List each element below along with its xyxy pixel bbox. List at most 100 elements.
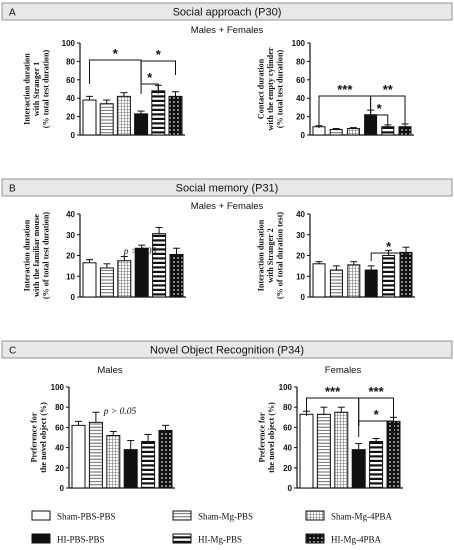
subtitle-a: Males + Females [191,25,264,36]
y-axis-label: the novel object (%) [39,402,48,473]
y-tick-label: 0 [301,131,306,140]
chart-social-memory-familiar: 0 10 20 30 40 Interaction duration with the fa… [23,210,186,302]
bar-sham-pbs-pbs [82,99,97,136]
section-title: Novel Object Recognition (P34) [150,345,304,357]
bar-hi-pbs-pbs [134,113,149,136]
legend-label: HI-Mg-PBS [198,535,242,545]
bar-sham-pbs-pbs [312,263,326,298]
bar-sham-pbs-pbs [82,262,97,298]
y-axis-label: with the empty cylinder [266,47,275,130]
y-tick-label: 20 [55,464,64,473]
y-axis-label: Interaction duration [257,219,266,291]
bar-hi-mg-4pba [399,251,413,298]
bar-hi-mg-4pba [158,429,173,489]
y-tick-label: 30 [66,231,75,240]
y-axis-label: (% total test duration) [276,50,285,129]
significance-bracket [370,114,389,125]
y-tick-label: 100 [51,383,65,392]
bar-hi-mg-pbs [382,255,396,298]
section-header-c: C Novel Object Recognition (P34) [1,340,453,359]
y-axis-label: the novel object (%) [267,402,276,473]
subtitle-c-females: Females [325,365,362,376]
bar-hi-pbs-pbs [364,269,378,298]
bar-hi-pbs-pbs [123,449,138,489]
y-tick-label: 0 [301,293,306,302]
y-tick-label: 20 [66,252,75,261]
section-letter: A [9,8,16,19]
significance-bracket [370,95,406,131]
p-value-annotation: p > 0.05 [123,247,157,257]
y-tick-label: 20 [66,113,75,122]
section-header-a: A Social approach (P30) [1,2,453,21]
y-tick-label: 0 [60,484,65,493]
y-tick-label: 60 [66,76,75,85]
y-tick-label: 60 [296,76,305,85]
y-tick-label: 20 [296,252,305,261]
y-tick-label: 100 [62,39,76,48]
significance-marker: * [386,239,392,254]
significance-marker: ** [383,82,394,97]
bar-sham-mg-4pba [116,95,131,136]
y-axis-label: with Stranger 2 [266,228,275,282]
significance-marker: * [156,47,162,62]
y-axis-label: with Stranger 1 [32,62,41,116]
significance-marker: *** [337,82,353,97]
legend-swatch [305,510,325,521]
y-tick-label: 80 [283,403,292,412]
legend-swatch [31,510,51,521]
significance-bracket [306,397,360,426]
section-header-b: B Social memory (P31) [1,178,453,197]
significance-marker: * [113,46,119,61]
significance-bracket [358,397,394,430]
chart-nor-females: 0 20 40 60 80 100 Preference for the novel obje… [257,383,403,493]
y-axis-label: Preference for [257,412,266,462]
y-tick-label: 0 [71,293,76,302]
section-letter: B [9,184,16,195]
legend-swatch [305,533,325,544]
y-tick-label: 40 [55,444,64,453]
significance-marker: * [374,407,380,422]
bar-sham-pbs-pbs [299,413,314,489]
y-axis-label: (% of total duration test) [276,212,285,300]
y-tick-label: 80 [55,403,64,412]
legend-swatch [31,533,51,544]
chart-social-approach-stranger1: 0 20 40 60 80 100 Interaction duration with Str… [23,39,185,140]
y-axis-label: Contact duration [257,58,266,119]
y-tick-label: 40 [296,94,305,103]
y-tick-label: 60 [55,423,64,432]
significance-marker: *** [369,384,385,399]
chart-nor-males: 0 20 40 60 80 100 Preference for the novel obje… [29,383,175,493]
y-tick-label: 40 [66,210,75,219]
significance-bracket [318,95,372,128]
legend-label: HI-Mg-4PBA [331,535,382,545]
y-tick-label: 10 [296,272,305,281]
bar-sham-mg-pbs [99,267,114,298]
y-axis-label: (% of total test duration) [42,212,51,300]
y-axis-label: (% total test duration) [42,50,51,129]
significance-bracket [140,60,176,85]
y-tick-label: 80 [296,57,305,66]
bar-hi-mg-pbs [381,126,395,136]
legend-label: Sham-PBS-PBS [57,512,116,522]
legend-swatch [172,533,192,544]
significance-bracket [89,59,142,84]
bar-hi-mg-pbs [141,441,156,489]
section-letter: C [9,346,16,357]
y-axis-label: Interaction duration [23,219,32,291]
bar-hi-pbs-pbs [351,449,366,489]
y-tick-label: 10 [66,272,75,281]
legend-label: HI-PBS-PBS [57,535,105,545]
chart-social-approach-empty-cylinder: 0 20 40 60 80 100 Contact duration with the emp… [257,39,414,140]
bar-sham-mg-4pba [347,264,361,298]
bar-sham-mg-pbs [329,269,343,298]
y-axis-label: with the familiar mouse [32,214,41,297]
significance-marker: * [147,70,153,85]
chart-social-memory-stranger2: 0 10 20 30 40 Interaction duration with Strang… [257,210,415,302]
y-axis-label: Interaction duration [23,53,32,125]
legend-label: Sham-Mg-PBS [198,512,253,522]
p-value-annotation: p > 0.05 [103,407,137,417]
legend-label: Sham-Mg-4PBA [331,512,393,522]
bar-sham-mg-pbs [99,103,114,136]
bar-hi-mg-pbs [151,90,166,136]
